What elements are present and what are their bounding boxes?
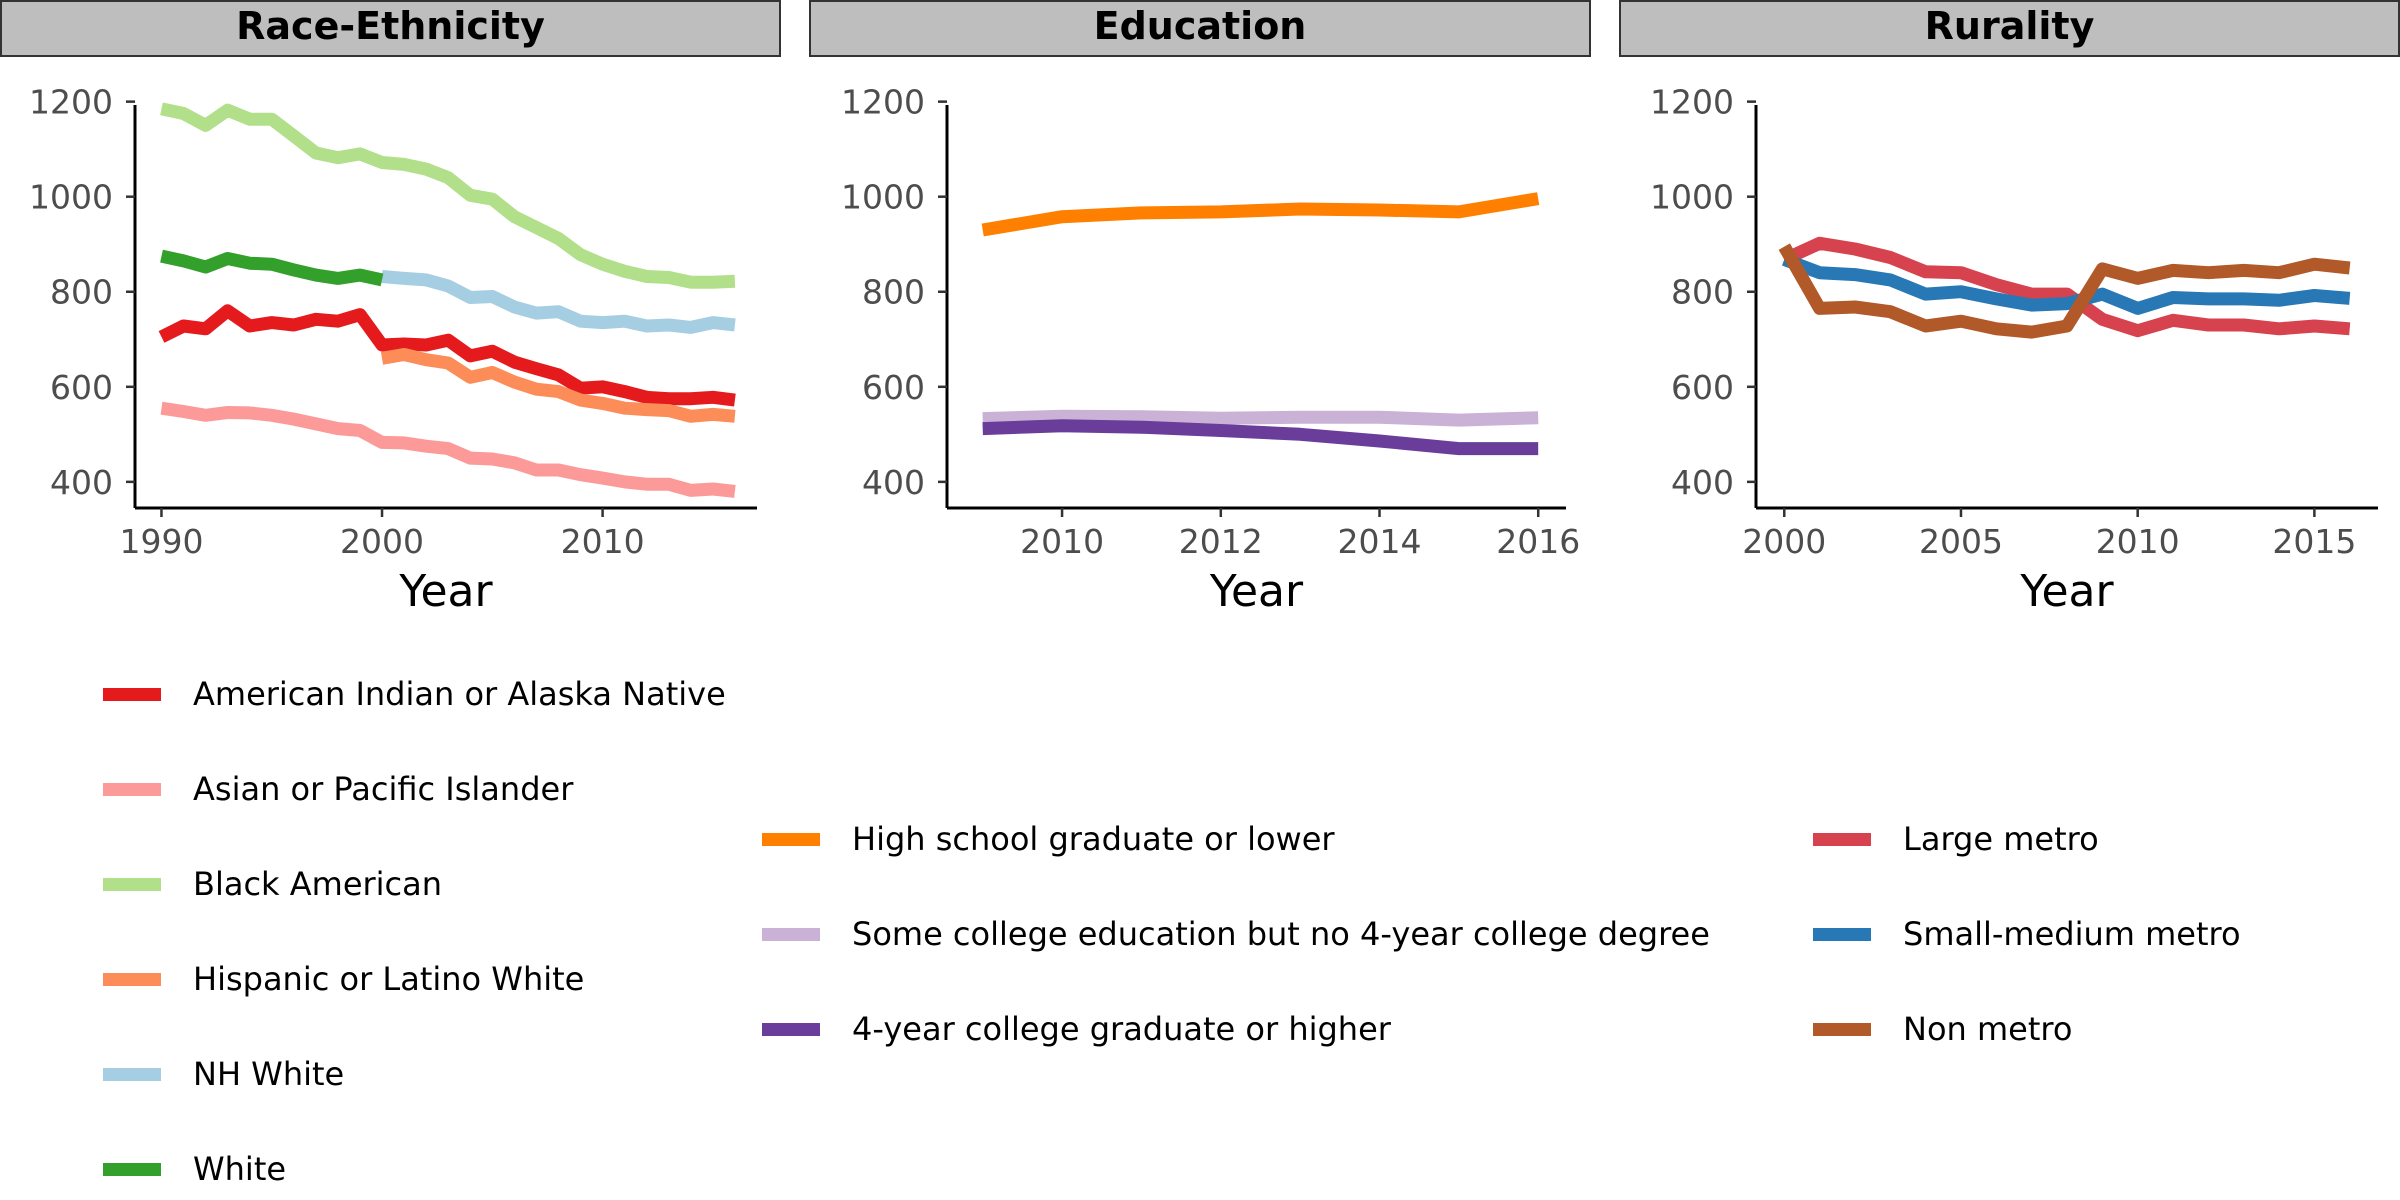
legend-label: American Indian or Alaska Native [193,675,726,713]
y-tick-label: 1200 [29,83,113,122]
legend-swatch [103,1068,161,1081]
y-tick-label: 800 [50,273,113,312]
legend-label: 4-year college graduate or higher [852,1010,1391,1048]
panel-education: Education 400 600 800 1000 1200 2010 2012 2014 20… [809,0,1591,617]
x-tick-label: 2010 [561,522,645,561]
y-tick-label: 1000 [1650,178,1734,217]
legend-label: Asian or Pacific Islander [193,770,574,808]
x-tick-label: 2014 [1338,522,1422,561]
legend-swatch [103,973,161,986]
legend-label: Some college education but no 4-year col… [852,915,1710,953]
legend-swatch [762,928,820,941]
x-axis-title: Year [398,566,493,617]
series-line-small-medium-metro [1782,253,2351,315]
facet-title: Race-Ethnicity [236,4,545,48]
x-tick-label: 2000 [1742,522,1826,561]
panel-race-ethnicity: Race-Ethnicity 400 600 800 1000 1200 1990 2000 2… [0,0,781,617]
x-tick-label: 2016 [1496,522,1580,561]
series-line-nh-white [381,270,736,334]
legend-label: White [193,1150,287,1188]
legend-swatch [1813,833,1871,846]
facet-title: Rurality [1925,4,2095,48]
y-tick-label: 400 [50,463,113,502]
series-line-large-metro [1781,236,2351,338]
y-tick-label: 1000 [29,178,113,217]
panel-rurality: Rurality 400 600 800 1000 1200 2000 2005 2010 201… [1619,0,2400,617]
x-axis-title: Year [1209,566,1304,617]
x-tick-label: 2015 [2272,522,2356,561]
legend-label: Hispanic or Latino White [193,960,585,998]
legend-label: Large metro [1903,820,2099,858]
legend-swatch [103,878,161,891]
y-tick-label: 800 [862,273,925,312]
series-line-american-indian-or-alaska-native [158,304,736,407]
series-line-hispanic-or-latino-white [380,348,736,423]
x-tick-label: 2012 [1179,522,1263,561]
x-tick-label: 2000 [340,522,424,561]
legend-swatch [762,1023,820,1036]
legend-swatch [762,833,820,846]
series-line-white [160,249,384,287]
y-tick-label: 600 [50,368,113,407]
legend-label: Small-medium metro [1903,915,2241,953]
x-tick-label: 2010 [2096,522,2180,561]
series-line-black-american [160,102,736,289]
legend-swatch [103,688,161,701]
legend-label: Black American [193,865,443,903]
series-line-non-metro [1778,243,2351,339]
series-line-asian-or-pacific-islander [160,401,736,498]
y-tick-label: 1200 [841,83,925,122]
facet-strip [0,0,781,57]
x-tick-label: 1990 [119,522,203,561]
legend-swatch [1813,928,1871,941]
y-tick-label: 400 [1671,463,1734,502]
y-tick-label: 400 [862,463,925,502]
legend-label: NH White [193,1055,345,1093]
y-tick-label: 1200 [1650,83,1734,122]
series-line-some-college-education-but-no-4-year-college-degree [982,409,1539,427]
series-line-high-school-graduate-or-lower [981,192,1540,237]
legend-label: Non metro [1903,1010,2073,1048]
x-axis-title: Year [2019,566,2114,617]
legend-swatch [1813,1023,1871,1036]
y-tick-label: 1000 [841,178,925,217]
y-tick-label: 600 [1671,368,1734,407]
legend-swatch [103,1163,161,1176]
facet-strip [809,0,1591,57]
facet-title: Education [1094,4,1307,48]
y-tick-label: 600 [862,368,925,407]
facet-strip [1619,0,2400,57]
y-tick-label: 800 [1671,273,1734,312]
series-line-4-year-college-graduate-or-higher [982,419,1539,456]
legend-label: High school graduate or lower [852,820,1335,858]
x-tick-label: 2005 [1919,522,2003,561]
legend-swatch [103,783,161,796]
x-tick-label: 2010 [1020,522,1104,561]
